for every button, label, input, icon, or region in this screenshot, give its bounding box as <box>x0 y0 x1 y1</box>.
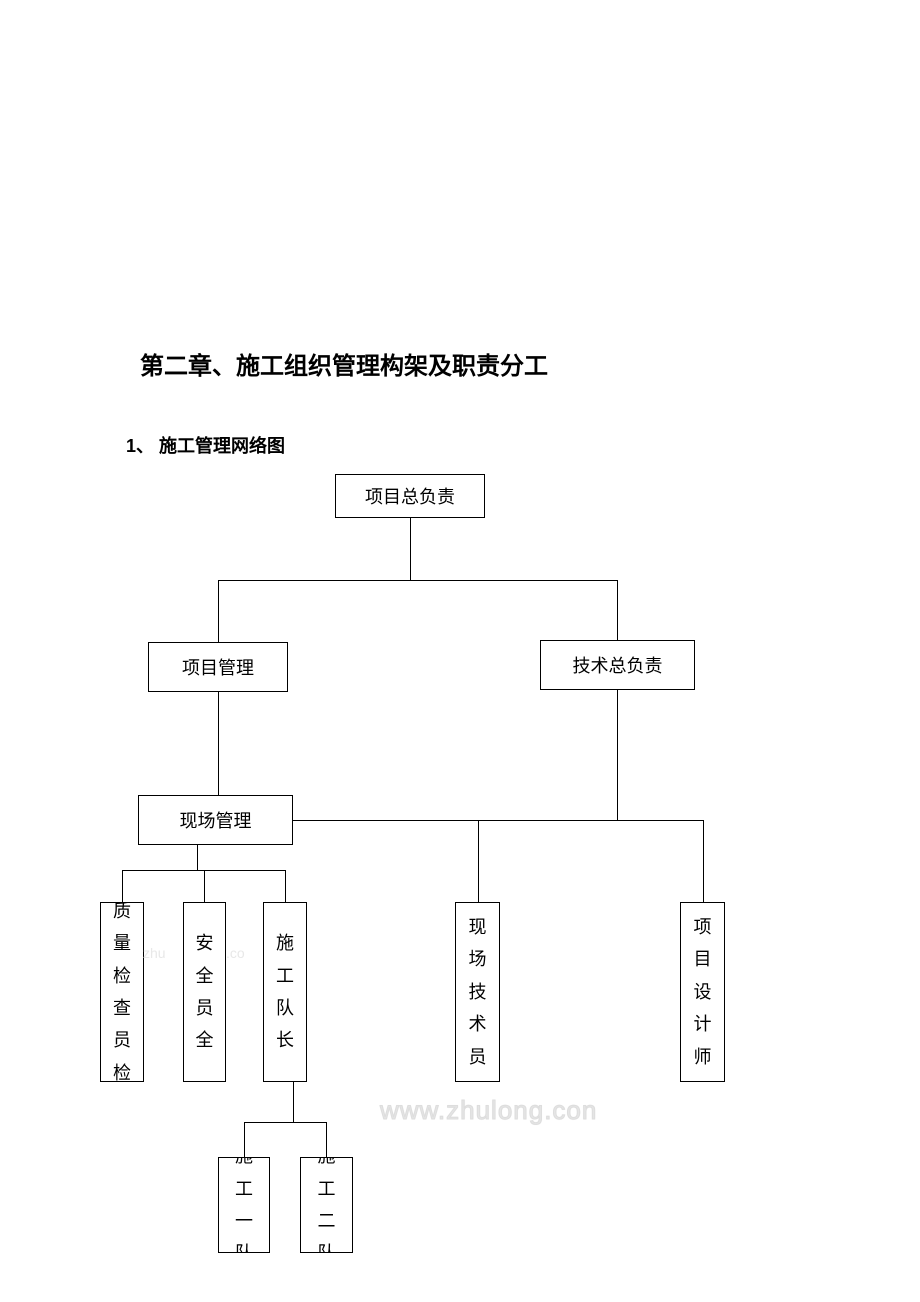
edge <box>244 1122 245 1157</box>
node-field_tech: 现场技术员 <box>455 902 500 1082</box>
edge <box>218 580 219 642</box>
edge <box>326 1122 327 1157</box>
watermark: zhu <box>143 945 166 961</box>
node-team_lead: 施工队长 <box>263 902 307 1082</box>
watermark: .co <box>226 945 245 961</box>
edge <box>285 870 286 902</box>
edge <box>617 690 618 820</box>
edge <box>204 870 205 902</box>
edge <box>122 870 123 902</box>
edge <box>703 820 704 902</box>
node-team1: 施工一队 <box>218 1157 270 1253</box>
node-site: 现场管理 <box>138 795 293 845</box>
section-heading: 1、 施工管理网络图 <box>126 432 285 458</box>
node-root: 项目总负责 <box>335 474 485 518</box>
node-team2: 施工二队 <box>300 1157 353 1253</box>
edge <box>218 692 219 795</box>
edge <box>244 1122 327 1123</box>
node-tech: 技术总负责 <box>540 640 695 690</box>
edge <box>197 845 198 870</box>
node-pm: 项目管理 <box>148 642 288 692</box>
edge <box>478 820 479 902</box>
node-designer: 项目设计师 <box>680 902 725 1082</box>
page-title: 第二章、施工组织管理构架及职责分工 <box>140 346 548 381</box>
edge <box>293 1082 294 1122</box>
edge <box>293 820 704 821</box>
watermark: www.zhulong.con <box>380 1095 597 1126</box>
edge <box>617 580 618 640</box>
node-qc: 质量检查员检 <box>100 902 144 1082</box>
node-safety: 安全员全 <box>183 902 226 1082</box>
edge <box>218 580 618 581</box>
edge <box>410 518 411 580</box>
